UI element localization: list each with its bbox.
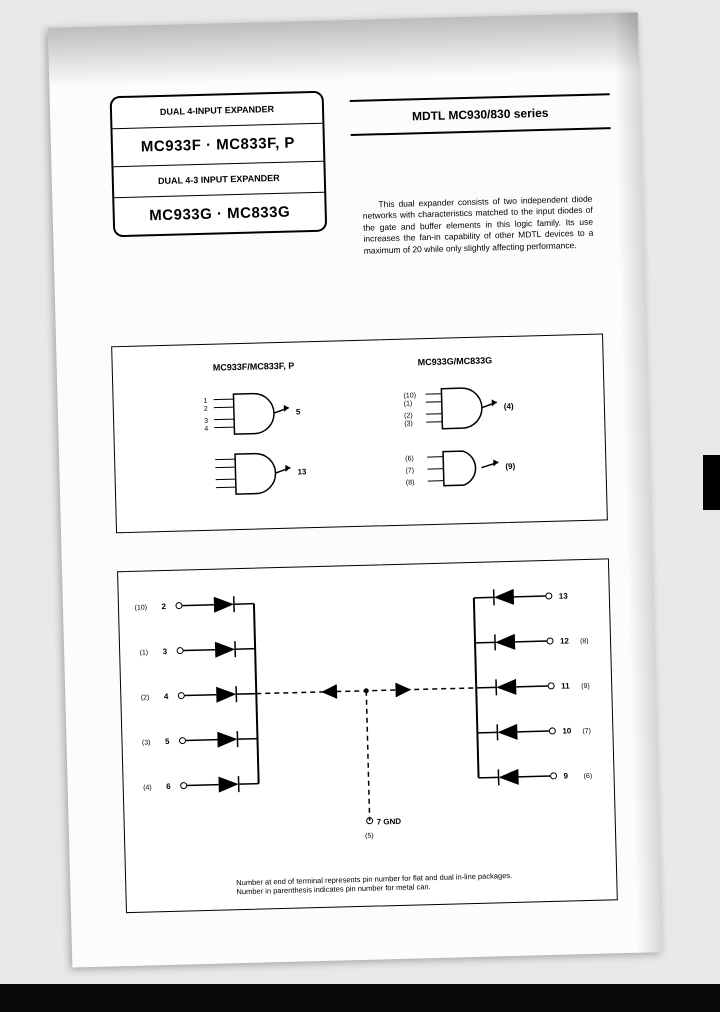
description-text: This dual expander consists of two indep… — [362, 194, 593, 257]
svg-text:11: 11 — [561, 681, 570, 690]
datasheet-page: MDTL MC930/830 series DUAL 4-INPUT EXPAN… — [48, 12, 662, 967]
logic-diagram-box: MC933F/MC833F, P MC933G/MC833G 1 2 3 4 5… — [111, 333, 608, 533]
svg-text:(4): (4) — [504, 402, 514, 411]
svg-text:10: 10 — [203, 466, 205, 473]
logic-title-right: MC933G/MC833G — [418, 355, 493, 367]
part-numbers-2: MC933G · MC833G — [114, 192, 325, 235]
svg-text:11: 11 — [203, 478, 205, 485]
svg-text:(10): (10) — [403, 392, 416, 399]
svg-text:3: 3 — [163, 647, 168, 656]
svg-text:13: 13 — [297, 467, 307, 476]
svg-text:6: 6 — [166, 782, 171, 791]
svg-text:(3): (3) — [404, 420, 413, 427]
logic-gates-right: (10) (1) (2) (3) (4) (6) (7) (8) (9) — [403, 381, 546, 505]
svg-text:(10): (10) — [134, 604, 147, 611]
svg-text:1: 1 — [204, 398, 208, 405]
svg-text:(6): (6) — [583, 773, 592, 780]
svg-text:(2): (2) — [404, 412, 413, 419]
svg-text:9: 9 — [563, 772, 568, 781]
logic-gates-left: 1 2 3 4 5 9 10 11 12 13 — [203, 387, 336, 510]
schematic-box: 2 (10) 3 (1) 4 (2) 5 (3) 6 (4) — [117, 558, 618, 913]
svg-text:2: 2 — [204, 406, 208, 413]
svg-text:(9): (9) — [581, 683, 590, 690]
svg-text:3: 3 — [204, 418, 208, 425]
svg-text:(2): (2) — [141, 694, 150, 701]
svg-text:(7): (7) — [582, 728, 591, 735]
schematic-svg: 2 (10) 3 (1) 4 (2) 5 (3) 6 (4) — [118, 559, 616, 872]
scan-shadow-top — [48, 12, 639, 87]
svg-text:7 GND: 7 GND — [377, 817, 402, 827]
svg-text:4: 4 — [164, 692, 169, 701]
logic-title-left: MC933F/MC833F, P — [213, 361, 295, 373]
series-header: MDTL MC930/830 series — [350, 93, 611, 136]
svg-text:2: 2 — [161, 602, 166, 611]
series-title: MDTL MC930/830 series — [412, 106, 549, 124]
svg-text:5: 5 — [165, 737, 170, 746]
svg-text:9: 9 — [203, 458, 205, 465]
svg-text:(8): (8) — [406, 479, 415, 486]
scan-edge-tab — [703, 455, 720, 510]
svg-text:(7): (7) — [405, 467, 414, 474]
svg-text:(1): (1) — [404, 400, 413, 407]
scan-bottom-edge — [0, 984, 720, 1012]
svg-text:(4): (4) — [143, 784, 152, 791]
svg-text:12: 12 — [560, 636, 570, 645]
svg-text:12: 12 — [203, 486, 206, 493]
svg-text:4: 4 — [204, 426, 208, 433]
svg-text:(6): (6) — [405, 455, 414, 462]
svg-text:(1): (1) — [140, 649, 149, 656]
svg-text:10: 10 — [562, 726, 572, 735]
svg-text:13: 13 — [559, 591, 569, 600]
svg-text:5: 5 — [296, 407, 301, 416]
svg-text:(3): (3) — [142, 739, 151, 746]
scan-shadow-right — [613, 12, 663, 952]
svg-text:(8): (8) — [580, 638, 589, 645]
svg-text:(5): (5) — [365, 833, 374, 840]
product-id-box: DUAL 4-INPUT EXPANDER MC933F · MC833F, P… — [110, 91, 328, 238]
schematic-footnote: Number at end of terminal represents pin… — [236, 870, 536, 897]
svg-text:(9): (9) — [505, 462, 515, 471]
part-numbers-1: MC933F · MC833F, P — [112, 123, 323, 166]
